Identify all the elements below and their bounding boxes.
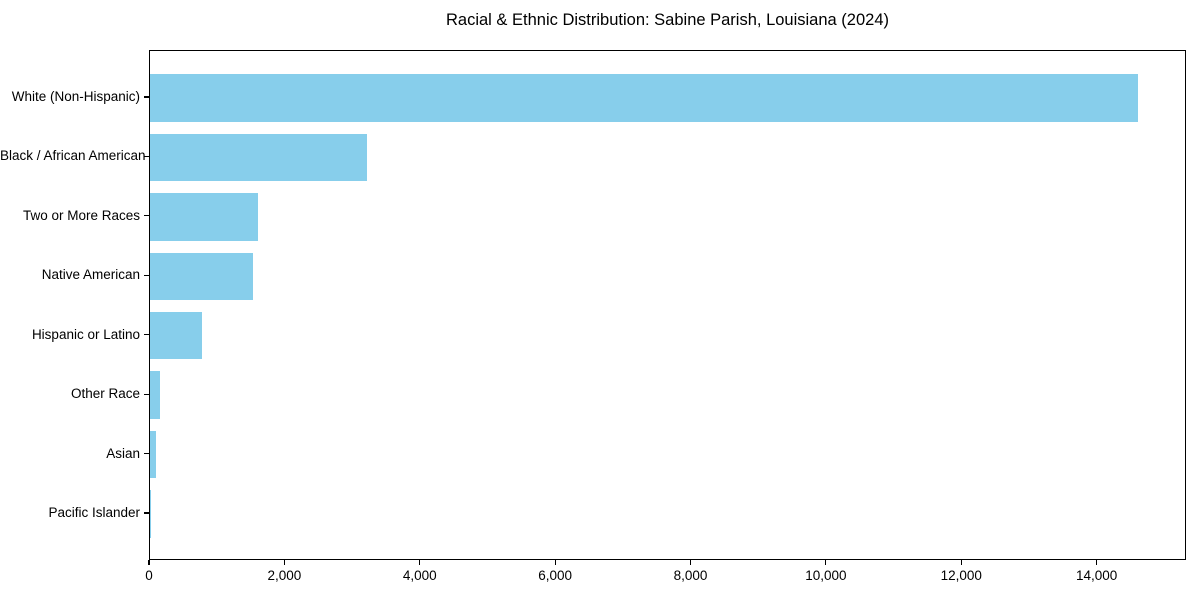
y-tick-two-or-more-races [144, 215, 149, 217]
plot-area [149, 50, 1186, 560]
x-label-10000: 10,000 [805, 568, 847, 583]
bar-pacific-islander [150, 490, 151, 538]
chart-title: Racial & Ethnic Distribution: Sabine Par… [446, 11, 889, 29]
y-label-native-american: Native American [41, 267, 140, 283]
x-label-8000: 8,000 [673, 568, 708, 583]
x-label-6000: 6,000 [538, 568, 573, 583]
y-label-pacific-islander: Pacific Islander [48, 505, 140, 521]
x-tick-6000 [554, 560, 556, 565]
x-label-2000: 2,000 [267, 568, 302, 583]
x-tick-8000 [689, 560, 692, 565]
bar-asian [150, 430, 157, 479]
x-tick-12000 [960, 560, 962, 565]
x-label-14000: 14,000 [1075, 568, 1118, 583]
bar-white-non-hispanic [150, 74, 1138, 122]
bar-two-or-more-races [150, 193, 259, 241]
x-tick-10000 [825, 560, 827, 565]
y-tick-native-american [144, 274, 149, 276]
x-label-12000: 12,000 [940, 568, 982, 583]
y-tick-hispanic-or-latino [144, 334, 149, 336]
bar-other-race [150, 371, 161, 419]
bar-black-african-american [150, 133, 368, 182]
x-tick-14000 [1096, 560, 1098, 565]
bar-native-american [150, 252, 253, 301]
y-label-two-or-more-races: Two or More Races [22, 207, 140, 223]
x-tick-4000 [419, 560, 421, 565]
y-label-asian: Asian [106, 445, 140, 461]
y-label-hispanic-or-latino: Hispanic or Latino [31, 326, 140, 342]
y-tick-black-african-american [144, 155, 149, 157]
y-tick-other-race [144, 393, 149, 395]
y-label-white-non-hispanic: White (Non-Hispanic) [11, 88, 140, 104]
y-tick-white-non-hispanic [144, 96, 149, 98]
x-label-0: 0 [145, 568, 153, 583]
y-tick-asian [144, 453, 149, 455]
y-label-other-race: Other Race [70, 386, 140, 402]
y-tick-pacific-islander [144, 512, 149, 514]
bar-hispanic-or-latino [150, 311, 202, 360]
y-label-black-african-american: Black / African American [0, 148, 146, 164]
x-tick-2000 [283, 560, 285, 565]
x-label-4000: 4,000 [402, 568, 437, 583]
x-tick-0 [148, 560, 150, 565]
